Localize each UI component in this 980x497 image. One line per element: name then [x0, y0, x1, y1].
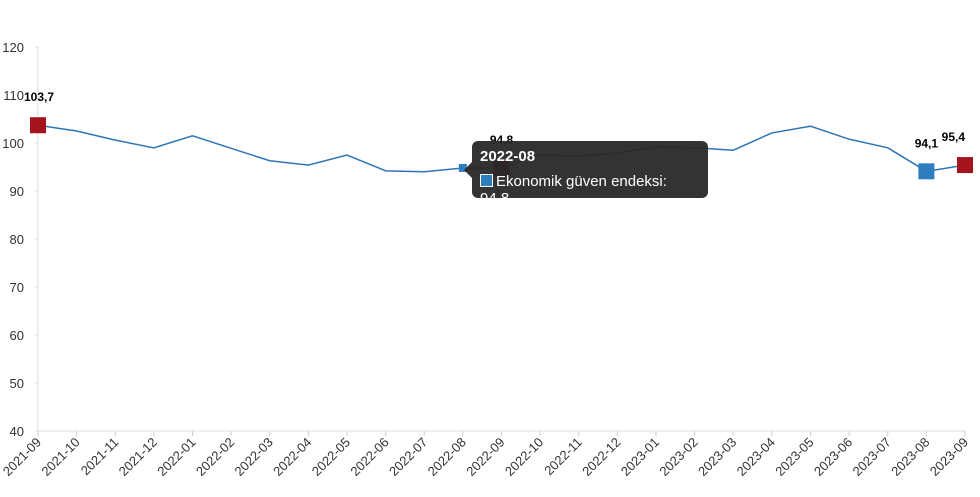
y-tick-label: 70: [10, 280, 24, 295]
x-tick-label: 2022-02: [193, 435, 237, 479]
y-tick-label: 100: [2, 136, 24, 151]
x-tick-label: 2022-09: [463, 435, 507, 479]
x-tick-label: 2021-09: [0, 435, 44, 479]
x-tick-label: 2022-05: [309, 435, 353, 479]
x-tick-label: 2022-06: [347, 435, 391, 479]
y-tick-label: 110: [3, 88, 24, 103]
x-tick-label: 2022-12: [579, 435, 623, 479]
marker: [957, 157, 973, 174]
x-tick-label: 2023-02: [656, 435, 700, 479]
x-tick-label: 2023-03: [695, 435, 739, 479]
x-tick-label: 2022-08: [425, 435, 469, 479]
hover-marker: [458, 163, 467, 172]
y-tick-label: 50: [10, 376, 24, 391]
x-tick-label: 2023-08: [888, 435, 932, 479]
x-tick-label: 2023-07: [850, 435, 894, 479]
tooltip-swatch: [480, 174, 493, 187]
x-tick-label: 2023-09: [927, 435, 971, 479]
y-tick-label: 80: [10, 232, 24, 247]
x-tick-label: 2021-11: [78, 435, 122, 479]
data-label: 94,1: [915, 136, 939, 150]
tooltip-text: Ekonomik güven endeksi: 94.8: [480, 173, 667, 207]
x-tick-label: 2023-05: [772, 435, 816, 479]
x-tick-label: 2022-03: [232, 435, 276, 479]
x-tick-label: 2023-06: [811, 435, 855, 479]
data-label: 95,4: [942, 130, 966, 144]
x-tick-label: 2021-10: [38, 435, 82, 479]
tooltip-title: 2022-08: [480, 148, 536, 165]
x-tick-label: 2022-01: [154, 435, 198, 479]
x-tick-label: 2022-07: [386, 435, 430, 479]
tooltip: 2022-08 Ekonomik güven endeksi: 94.8: [464, 141, 708, 207]
y-tick-label: 60: [10, 328, 24, 343]
x-tick-label: 2022-04: [270, 435, 314, 479]
x-tick-label: 2023-04: [734, 435, 778, 479]
y-tick-label: 40: [10, 424, 24, 439]
data-label: 103,7: [24, 90, 54, 104]
marker: [30, 117, 46, 134]
marker: [918, 163, 935, 180]
y-tick-label: 90: [10, 184, 24, 199]
x-tick-label: 2022-10: [502, 435, 546, 479]
x-tick-label: 2022-11: [541, 435, 585, 479]
x-tick-label: 2021-12: [116, 435, 160, 479]
x-tick-label: 2023-01: [618, 435, 662, 479]
y-tick-label: 120: [2, 40, 24, 55]
